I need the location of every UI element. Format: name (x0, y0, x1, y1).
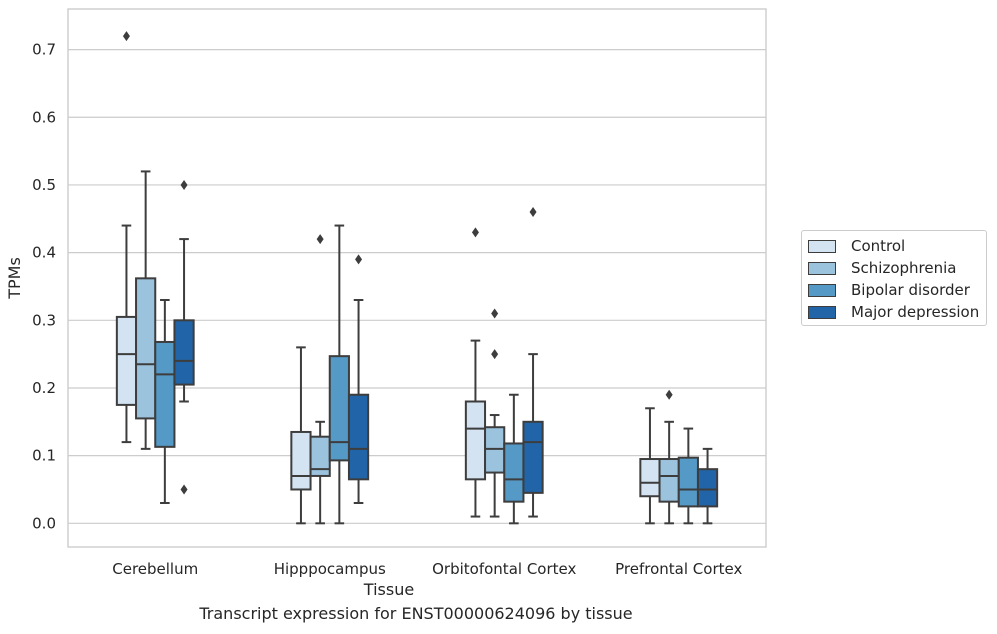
box (154, 340, 176, 448)
y-tick-label: 0.7 (32, 41, 56, 59)
box (484, 426, 506, 474)
y-tick-label: 0.5 (32, 176, 56, 194)
y-tick-label: 0.6 (32, 108, 56, 126)
x-axis-label: Tissue (363, 580, 414, 599)
x-tick-label: Hipppocampus (274, 560, 386, 578)
y-tick-label: 0.1 (32, 447, 56, 465)
outlier-point (180, 484, 188, 495)
outlier-point (316, 234, 324, 245)
box (328, 355, 350, 462)
outlier-point (471, 227, 479, 238)
plot-area-frame (67, 8, 767, 548)
outlier-point (529, 207, 537, 218)
y-tick-label: 0.4 (32, 244, 56, 262)
outlier-point (122, 31, 130, 42)
legend-item-schizophrenia: Schizophrenia (808, 257, 956, 279)
box (677, 456, 699, 508)
box (135, 277, 157, 420)
x-tick-label: Orbitofontal Cortex (432, 560, 576, 578)
box (658, 458, 680, 503)
box (173, 319, 195, 386)
box (503, 442, 525, 503)
legend-item-major-depression: Major depression (808, 301, 979, 323)
legend-swatch-control (808, 239, 836, 253)
figure-caption: Transcript expression for ENST0000062409… (199, 604, 633, 623)
box (347, 393, 370, 481)
outlier-point (355, 254, 363, 265)
legend-swatch-schizophrenia (808, 261, 836, 275)
y-tick-label: 0.0 (32, 514, 56, 532)
x-tick-label: Cerebellum (112, 560, 198, 578)
legend-item-bipolar-disorder: Bipolar disorder (808, 279, 970, 301)
legend-swatch-bipolar-disorder (808, 283, 836, 297)
outlier-point (491, 349, 499, 360)
legend-label-control: Control (851, 237, 906, 255)
box (522, 420, 544, 494)
legend-swatch-major-depression (808, 305, 836, 319)
box (115, 315, 138, 406)
box (290, 430, 312, 491)
legend: Control Schizophrenia Bipolar disorder M… (801, 230, 987, 326)
legend-label-bipolar-disorder: Bipolar disorder (851, 281, 970, 299)
legend-label-major-depression: Major depression (851, 303, 980, 321)
box (464, 400, 487, 481)
outlier-point (491, 308, 499, 319)
legend-item-control: Control (808, 235, 905, 257)
outlier-point (180, 179, 188, 190)
box (639, 458, 661, 498)
legend-label-schizophrenia: Schizophrenia (851, 259, 957, 277)
x-tick-label: Prefrontal Cortex (615, 560, 742, 578)
box (696, 468, 719, 508)
y-axis-label: TPMs (5, 257, 24, 300)
outlier-point (665, 389, 673, 400)
y-tick-label: 0.2 (32, 379, 56, 397)
y-tick-label: 0.3 (32, 311, 56, 329)
